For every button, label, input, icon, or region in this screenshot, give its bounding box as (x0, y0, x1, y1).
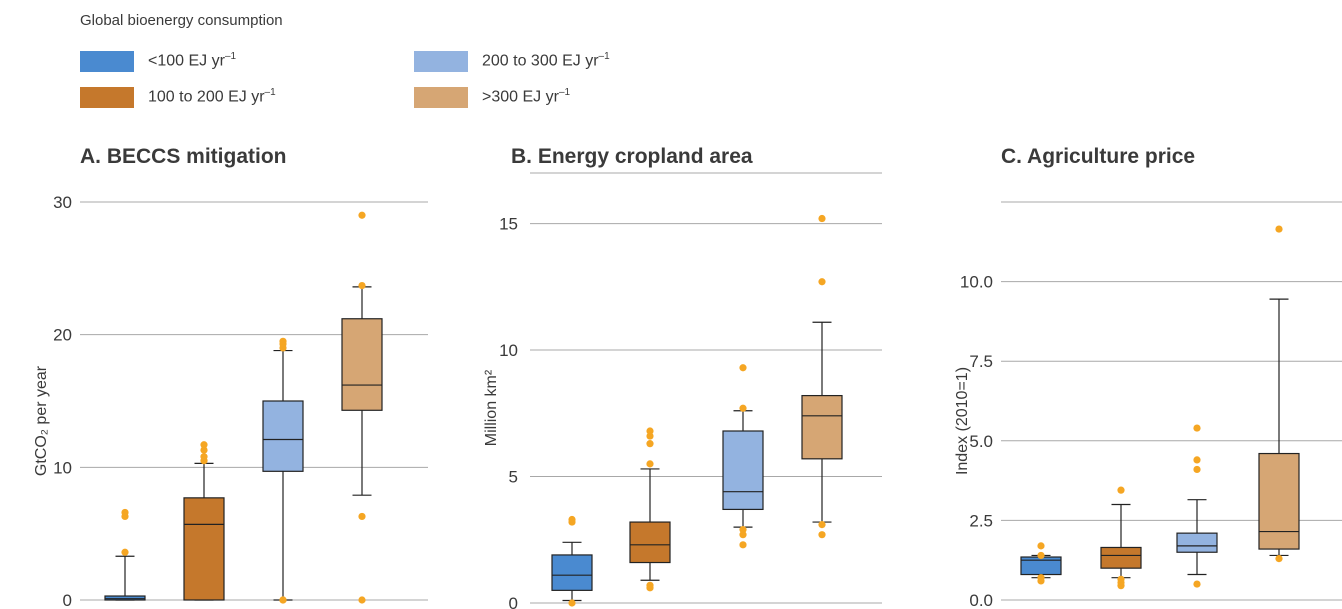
y-tick-label: 0.0 (969, 591, 993, 609)
outlier-point (200, 446, 208, 454)
y-tick-label: 10 (499, 341, 518, 360)
outlier-point (818, 520, 826, 529)
outlier-point (1275, 225, 1283, 233)
y-axis-label: Index (2010=1) (954, 367, 971, 475)
outlier-point (279, 337, 287, 345)
outlier-point (121, 548, 129, 556)
legend-title: Global bioenergy consumption (80, 12, 283, 29)
outlier-point (739, 364, 747, 372)
outlier-point (739, 541, 747, 549)
legend-item-200-300: 200 to 300 EJ yr–1 (414, 50, 610, 72)
outlier-point (739, 531, 747, 539)
y-tick-label: 10.0 (960, 273, 993, 292)
box (1100, 546, 1142, 569)
legend-item-100-200: 100 to 200 EJ yr–1 (80, 86, 276, 108)
legend-label: 200 to 300 EJ yr–1 (482, 51, 610, 70)
outlier-point (279, 596, 287, 604)
outlier-point (568, 515, 576, 524)
outlier-point (200, 453, 208, 461)
outlier-point (568, 599, 576, 607)
box (551, 554, 593, 591)
outlier-point (1193, 580, 1201, 588)
outlier-point (200, 441, 208, 449)
legend-label: >300 EJ yr–1 (482, 87, 571, 106)
legend-item-lt100: <100 EJ yr–1 (80, 50, 236, 72)
outlier-point (1275, 555, 1283, 563)
outlier-point (358, 596, 366, 604)
box (722, 430, 764, 511)
box (104, 595, 146, 601)
y-tick-label: 0 (509, 594, 518, 609)
y-axis-label: Million km² (483, 369, 500, 446)
outlier-point (1193, 424, 1201, 432)
panel-title: C. Agriculture price (1001, 145, 1195, 168)
outlier-point (1037, 551, 1045, 560)
outlier-point (1037, 574, 1045, 582)
y-tick-label: 7.5 (969, 352, 993, 371)
outlier-point (646, 427, 654, 435)
y-tick-label: 5.0 (969, 432, 993, 451)
panel-title: B. Energy cropland area (511, 145, 753, 168)
legend-swatch (414, 86, 468, 108)
legend-swatch (414, 50, 468, 72)
outlier-point (739, 404, 747, 412)
box (262, 400, 304, 472)
box (341, 318, 383, 411)
outlier-point (646, 440, 654, 448)
y-tick-label: 20 (53, 326, 72, 345)
outlier-point (1117, 575, 1125, 583)
legend-label: 100 to 200 EJ yr–1 (148, 87, 276, 106)
y-tick-label: 0 (63, 591, 72, 609)
y-axis-label: GtCO₂ per year (33, 365, 50, 476)
legend-label: <100 EJ yr–1 (148, 51, 237, 70)
outlier-point (646, 581, 654, 589)
outlier-point (818, 214, 826, 223)
box (629, 521, 671, 564)
outlier-point (818, 531, 826, 539)
legend-swatch (80, 50, 134, 72)
outlier-point (121, 508, 129, 517)
outlier-point (1193, 465, 1201, 474)
y-tick-label: 10 (53, 458, 72, 477)
legend-item-gt300: >300 EJ yr–1 (414, 86, 570, 108)
y-tick-label: 15 (499, 215, 518, 234)
y-tick-label: 30 (53, 193, 72, 212)
legend-swatch (80, 86, 134, 108)
outlier-point (646, 432, 654, 440)
y-tick-label: 2.5 (969, 511, 993, 530)
outlier-point (358, 281, 366, 290)
outlier-point (739, 526, 747, 534)
outlier-point (358, 512, 366, 521)
outlier-point (1037, 542, 1045, 550)
box (183, 497, 225, 601)
outlier-point (818, 278, 826, 286)
outlier-point (1193, 456, 1201, 464)
outlier-point (1117, 486, 1125, 494)
outlier-point (358, 211, 366, 219)
box (1258, 452, 1300, 550)
y-tick-label: 5 (509, 468, 518, 487)
box (1176, 532, 1218, 553)
box (801, 394, 843, 460)
panel-title: A. BECCS mitigation (80, 145, 287, 168)
outlier-point (646, 460, 654, 468)
